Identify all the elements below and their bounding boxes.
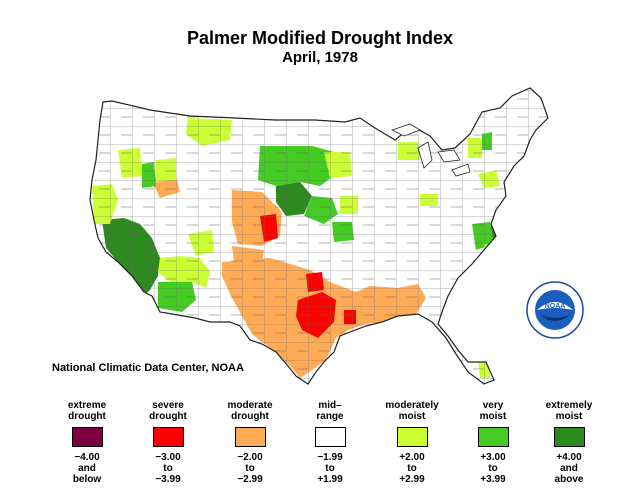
legend-label: moderate drought <box>227 400 273 422</box>
legend-label: extremely moist <box>545 400 593 422</box>
map-title: Palmer Modified Drought Index <box>186 28 454 48</box>
legend-range: +2.00 to +2.99 <box>399 452 425 485</box>
credit-text: National Climatic Data Center, NOAA <box>52 362 244 374</box>
legend-label: very moist <box>479 400 507 422</box>
legend-item: moderate drought −2.00 to −2.99 <box>204 398 296 485</box>
legend-range: −1.99 to +1.99 <box>317 452 343 485</box>
legend-item: extremely moist +4.00 and above <box>523 398 615 485</box>
legend-range: −4.00 and below <box>72 452 102 485</box>
legend-swatch <box>477 427 509 447</box>
legend-swatch <box>152 427 184 447</box>
legend-label: moderately moist <box>385 400 439 422</box>
legend-item: severe drought −3.00 to −3.99 <box>122 398 214 485</box>
legend-range: −2.00 to −2.99 <box>237 452 263 485</box>
legend-swatch <box>553 427 585 447</box>
noaa-seal-icon: NOAA <box>526 281 584 339</box>
map-subtitle: April, 1978 <box>282 49 358 66</box>
legend-swatch <box>314 427 346 447</box>
legend-range: −3.00 to −3.99 <box>155 452 181 485</box>
legend-label: mid– range <box>316 400 344 422</box>
legend-swatch <box>234 427 266 447</box>
legend-range: +3.00 to +3.99 <box>480 452 506 485</box>
legend-label: severe drought <box>149 400 187 422</box>
logo-text: NOAA <box>545 303 566 310</box>
legend-item: very moist +3.00 to +3.99 <box>447 398 539 485</box>
legend-swatch <box>71 427 103 447</box>
legend-item: extreme drought −4.00 and below <box>41 398 133 485</box>
legend-item: mid– range −1.99 to +1.99 <box>284 398 376 485</box>
legend-range: +4.00 and above <box>554 452 584 485</box>
legend-label: extreme drought <box>67 400 107 422</box>
legend-swatch <box>396 427 428 447</box>
legend-item: moderately moist +2.00 to +2.99 <box>366 398 458 485</box>
